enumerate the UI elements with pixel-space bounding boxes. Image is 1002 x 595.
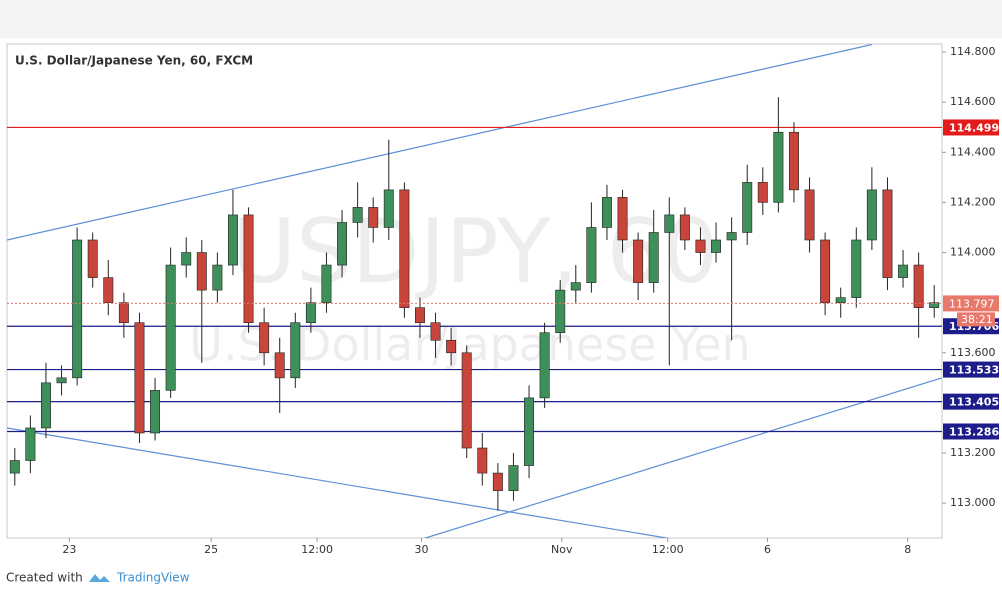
candle-body bbox=[633, 239, 644, 283]
y-tick-label: 113.600 bbox=[950, 346, 996, 359]
candle-body bbox=[103, 277, 114, 303]
candle-body bbox=[555, 289, 566, 334]
candle-body bbox=[87, 239, 98, 278]
level-label: 113.533 bbox=[949, 364, 999, 377]
candle-body bbox=[929, 302, 940, 308]
candle-body bbox=[25, 427, 36, 461]
candle-body bbox=[524, 397, 535, 466]
level-label: 114.499 bbox=[949, 121, 999, 134]
candle-body bbox=[586, 227, 597, 283]
countdown-label: 38:21 bbox=[961, 313, 993, 326]
watermark: USDJPY, 60 bbox=[232, 200, 719, 303]
footer-brand[interactable]: TradingView bbox=[116, 571, 190, 585]
level-tag bbox=[943, 393, 999, 410]
y-tick-label: 113.000 bbox=[950, 496, 996, 509]
candle-body bbox=[337, 222, 348, 266]
x-tick-label: 12:00 bbox=[301, 543, 333, 556]
candle-body bbox=[165, 264, 176, 391]
candle-body bbox=[399, 189, 410, 308]
candle-body bbox=[882, 189, 893, 278]
candle-body bbox=[617, 197, 628, 241]
candle-body bbox=[56, 377, 67, 384]
level-label: 113.286 bbox=[949, 425, 999, 438]
last-price-tag bbox=[943, 295, 999, 312]
candle-body bbox=[742, 182, 753, 233]
plot bbox=[7, 44, 942, 538]
y-tick-label: 113.200 bbox=[950, 446, 996, 459]
candle-body bbox=[835, 297, 846, 303]
candle-body bbox=[414, 307, 425, 324]
candle-body bbox=[539, 332, 550, 399]
candle-body bbox=[773, 131, 784, 203]
y-tick-label: 114.400 bbox=[950, 145, 996, 158]
top-bar bbox=[0, 0, 1002, 38]
chart-title: U.S. Dollar/Japanese Yen, 60, FXCM bbox=[15, 54, 253, 68]
candle-body bbox=[851, 239, 862, 298]
candle-body bbox=[866, 189, 877, 241]
candle-body bbox=[368, 207, 379, 228]
candle-body bbox=[305, 302, 316, 324]
candle-body bbox=[40, 382, 51, 429]
candle-body bbox=[913, 264, 924, 308]
candle-body bbox=[196, 252, 207, 291]
candle-body bbox=[430, 322, 441, 341]
candle-body bbox=[134, 322, 145, 434]
x-tick-label: 30 bbox=[415, 543, 429, 556]
countdown-tag bbox=[957, 312, 995, 327]
level-label: 113.405 bbox=[949, 396, 999, 409]
candle-body bbox=[788, 131, 799, 191]
candle-body bbox=[446, 339, 457, 354]
candle-body bbox=[804, 189, 815, 241]
candle-body bbox=[820, 239, 831, 303]
candle-body bbox=[259, 322, 270, 354]
x-tick-label: 25 bbox=[204, 543, 218, 556]
x-tick-label: 8 bbox=[904, 543, 911, 556]
candle-body bbox=[726, 232, 737, 241]
footer-created: Created with bbox=[6, 571, 83, 585]
candle-body bbox=[664, 214, 675, 233]
candle-body bbox=[711, 239, 722, 253]
y-tick-label: 114.200 bbox=[950, 195, 996, 208]
level-tag bbox=[943, 361, 999, 378]
y-tick-label: 114.800 bbox=[950, 45, 996, 58]
candle-body bbox=[243, 214, 254, 324]
candle-body bbox=[695, 239, 706, 253]
candle-body bbox=[212, 264, 223, 291]
y-tick-label: 114.000 bbox=[950, 246, 996, 259]
candle-body bbox=[477, 447, 488, 474]
trendline bbox=[7, 427, 668, 538]
candle-body bbox=[898, 264, 909, 278]
tradingview-logo bbox=[89, 574, 110, 582]
candle-body bbox=[227, 214, 238, 266]
candle-body bbox=[9, 460, 20, 474]
candle-body bbox=[570, 282, 581, 291]
x-tick-label: 12:00 bbox=[652, 543, 684, 556]
x-tick-label: 23 bbox=[62, 543, 76, 556]
candle-body bbox=[679, 214, 690, 241]
candle-body bbox=[181, 252, 192, 266]
candle-body bbox=[118, 302, 129, 324]
candle-body bbox=[601, 197, 612, 228]
plot-frame bbox=[6, 43, 943, 539]
candle-body bbox=[508, 465, 519, 491]
level-tag bbox=[943, 423, 999, 440]
x-tick-label: Nov bbox=[551, 543, 573, 556]
level-tag bbox=[943, 119, 999, 136]
candle-body bbox=[274, 352, 285, 379]
candle-body bbox=[321, 264, 332, 303]
candle-body bbox=[461, 352, 472, 449]
last-price-label: 113.797 bbox=[949, 297, 995, 310]
candle-body bbox=[383, 189, 394, 228]
candle-body bbox=[150, 390, 161, 434]
candle-body bbox=[290, 322, 301, 379]
candle-body bbox=[352, 207, 363, 223]
x-tick-label: 6 bbox=[764, 543, 771, 556]
candle-body bbox=[492, 472, 503, 491]
trendline bbox=[7, 44, 873, 241]
candle-body bbox=[648, 232, 659, 283]
y-tick-label: 114.600 bbox=[950, 95, 996, 108]
candle-body bbox=[757, 182, 768, 203]
candle-body bbox=[72, 239, 83, 379]
